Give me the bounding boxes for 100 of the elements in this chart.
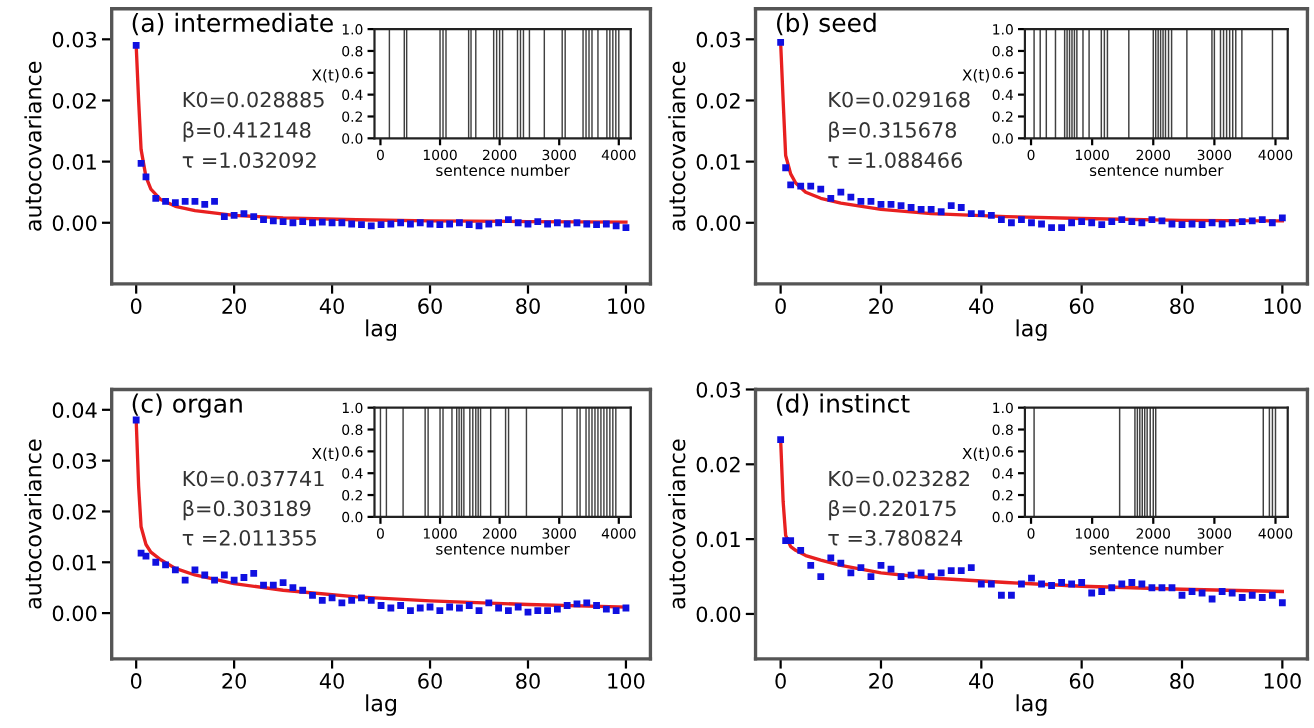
point xyxy=(309,591,316,599)
point xyxy=(967,210,975,217)
point xyxy=(456,219,463,227)
point xyxy=(534,607,542,614)
point xyxy=(514,219,522,227)
point xyxy=(782,164,790,172)
point xyxy=(817,185,825,193)
point xyxy=(897,573,905,580)
x-tick-label: 80 xyxy=(516,298,540,314)
point xyxy=(553,605,561,613)
point xyxy=(358,221,365,228)
point xyxy=(534,218,542,225)
point xyxy=(328,219,336,227)
point xyxy=(436,221,444,228)
annotation: β=0.220175 xyxy=(829,499,956,521)
y-tick-label: 0.01 xyxy=(52,154,96,170)
point xyxy=(612,607,620,614)
annotation: K0=0.037741 xyxy=(183,470,324,487)
point xyxy=(1268,219,1276,227)
x-tick-label: 0 xyxy=(130,298,142,314)
point xyxy=(837,188,845,196)
point xyxy=(201,571,209,579)
x-tick-label: 100 xyxy=(1264,298,1301,314)
point xyxy=(1098,221,1106,228)
x-tick-label: 40 xyxy=(319,673,344,689)
point xyxy=(416,219,424,227)
point xyxy=(1198,221,1206,228)
y-tick-label: 0.00 xyxy=(696,215,741,231)
point xyxy=(917,205,925,213)
point xyxy=(367,222,375,230)
point xyxy=(1068,219,1076,227)
point xyxy=(887,201,895,208)
point xyxy=(1148,216,1156,224)
x-axis-title: lag xyxy=(1016,319,1047,341)
x-axis-title: lag xyxy=(366,319,396,341)
y-tick-label: 0.01 xyxy=(696,154,740,170)
point xyxy=(318,218,326,226)
point xyxy=(387,604,395,612)
point xyxy=(857,197,865,205)
point xyxy=(279,218,287,225)
point xyxy=(1068,580,1076,588)
point xyxy=(269,581,277,589)
point xyxy=(797,182,805,190)
point xyxy=(807,182,815,190)
x-axis-title: lag xyxy=(1016,694,1047,716)
point xyxy=(1008,219,1015,227)
point xyxy=(563,220,571,228)
y-tick-label: 0.02 xyxy=(696,456,740,473)
point xyxy=(407,607,414,614)
point xyxy=(1248,591,1256,599)
point xyxy=(787,537,795,545)
y-tick-label: 0.01 xyxy=(696,531,740,548)
x-tick-label: 20 xyxy=(869,298,893,314)
point xyxy=(967,564,975,571)
y-axis-title: autocovariance xyxy=(24,439,42,609)
chart-title: (a) intermediate xyxy=(132,12,333,36)
point xyxy=(1018,216,1025,224)
point xyxy=(602,605,610,613)
point xyxy=(817,573,825,580)
point xyxy=(1098,588,1106,595)
point xyxy=(1108,218,1116,225)
annotation: β=0.315678 xyxy=(829,121,957,142)
point xyxy=(797,546,805,554)
point xyxy=(1058,579,1065,586)
point xyxy=(827,554,835,562)
point xyxy=(1138,580,1146,588)
point xyxy=(1238,594,1246,601)
x-tick-label: 100 xyxy=(608,673,645,689)
x-tick-label: 40 xyxy=(319,298,344,314)
point xyxy=(957,567,965,574)
point xyxy=(211,197,218,205)
point xyxy=(583,220,591,228)
point xyxy=(358,594,365,602)
x-axis-title: lag xyxy=(366,694,396,716)
annotation: β=0.412148 xyxy=(183,121,311,142)
point xyxy=(987,580,995,588)
point xyxy=(1008,591,1015,599)
point xyxy=(977,580,985,588)
annotation: K0=0.029168 xyxy=(829,91,970,108)
point xyxy=(1178,591,1186,599)
point xyxy=(1088,219,1096,227)
point xyxy=(1168,584,1176,592)
point xyxy=(1118,216,1126,224)
point xyxy=(152,194,160,202)
point xyxy=(1228,219,1236,227)
point xyxy=(1188,588,1196,595)
point xyxy=(553,219,561,227)
point xyxy=(289,219,297,227)
point xyxy=(917,569,925,577)
point xyxy=(505,607,512,614)
point xyxy=(1148,584,1156,592)
point xyxy=(837,559,845,567)
point xyxy=(1208,219,1216,227)
point xyxy=(171,566,179,574)
point xyxy=(338,219,346,227)
point xyxy=(544,607,551,614)
point xyxy=(622,224,630,232)
point xyxy=(847,569,855,577)
point xyxy=(544,220,551,228)
point xyxy=(1048,582,1055,589)
